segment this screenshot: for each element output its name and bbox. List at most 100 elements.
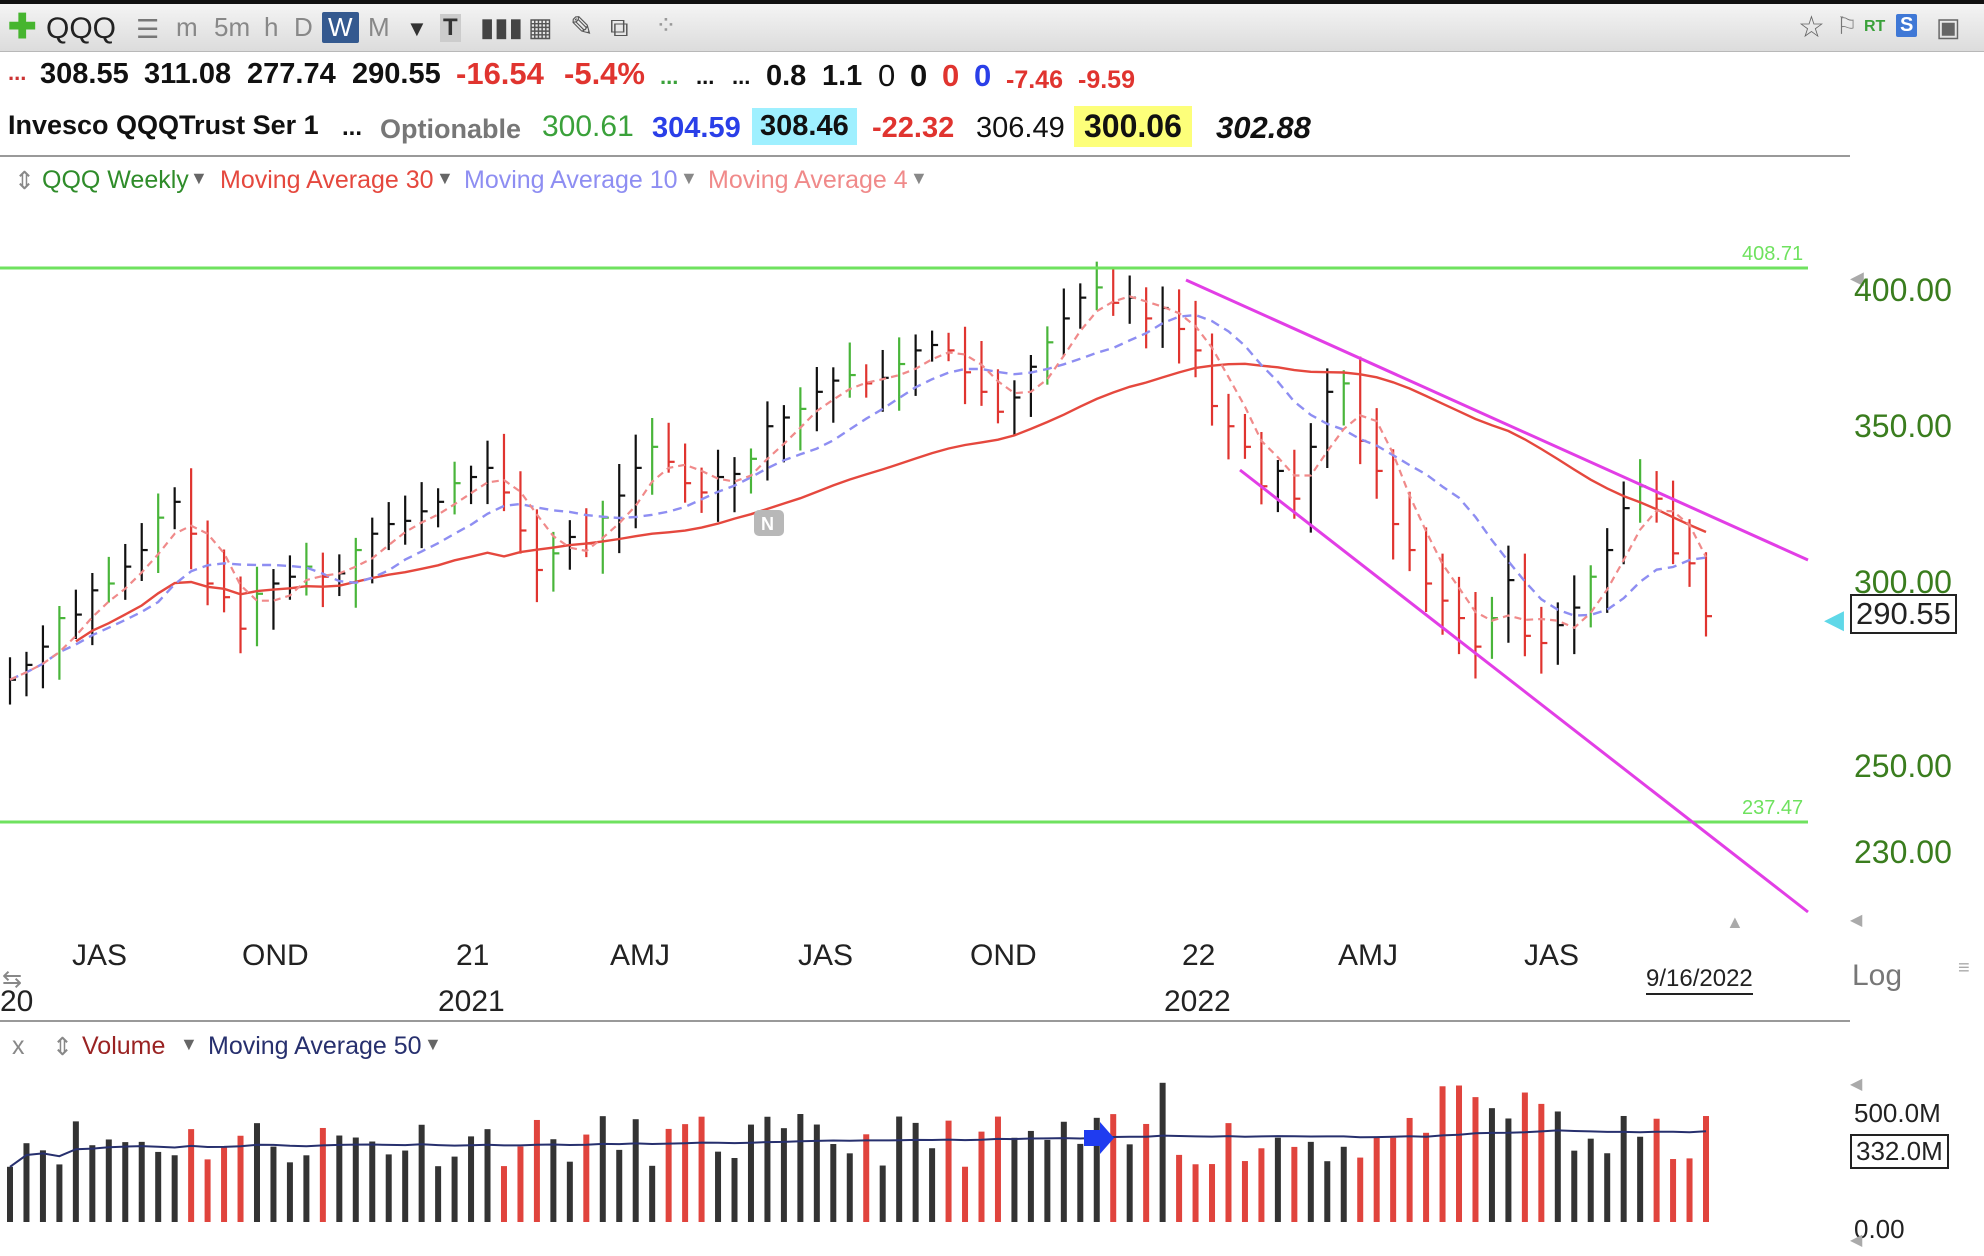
price-bar [354, 537, 362, 608]
price-bar [1359, 356, 1367, 465]
volume-bar [1159, 1082, 1166, 1222]
flag-icon[interactable]: ⚐ [1836, 13, 1858, 40]
price-bar [1046, 326, 1054, 385]
volume-bar [863, 1134, 870, 1222]
price-bar [1540, 606, 1548, 674]
volume-bar [616, 1149, 623, 1222]
price-label-400: 400.00 [1854, 272, 1952, 308]
volume-current-label: 332.0M [1850, 1134, 1949, 1169]
ma30-line [75, 362, 1707, 643]
quote-row-1: ... 308.55 311.08 277.74 290.55 -16.54 -… [0, 56, 1984, 100]
price-bar [634, 434, 642, 529]
price-chart[interactable]: 408.71 237.47 N ▲ [0, 200, 1850, 940]
volume-chart[interactable] [0, 1060, 1850, 1256]
draw-pencil-icon[interactable]: ✎ [570, 11, 594, 42]
volume-bar [962, 1166, 969, 1222]
settings-grid-icon[interactable]: ▦ [528, 12, 553, 42]
legend-ma4[interactable]: Moving Average 4 [708, 166, 908, 194]
price-bar [832, 367, 840, 423]
volume-bar [533, 1119, 540, 1222]
volume-bar [1044, 1139, 1051, 1222]
legend-ma30[interactable]: Moving Average 30 [220, 166, 434, 194]
volume-bar [715, 1151, 722, 1222]
price-bar [1013, 380, 1021, 435]
list-icon[interactable]: ☰ [136, 14, 160, 44]
scroll-back-icon[interactable]: ⇆ [2, 966, 23, 993]
volume-drag-handle-icon[interactable]: ⇕ [52, 1033, 73, 1061]
quote-low: 277.74 [247, 58, 336, 90]
save-icon[interactable]: ▣ [1936, 12, 1961, 42]
interval-dropdown-icon[interactable]: ▼ [406, 16, 428, 41]
volume-bar [1406, 1117, 1413, 1222]
legend-series[interactable]: QQQ Weekly [42, 166, 189, 194]
price-bar [1441, 553, 1449, 635]
price-bar [667, 422, 675, 473]
interval-w[interactable]: W [322, 12, 359, 43]
volume-legend-ma[interactable]: Moving Average 50 [208, 1032, 422, 1060]
price-bar [1622, 481, 1630, 565]
price-bar [898, 337, 906, 411]
axis-scroll-icon[interactable]: ◀ [1850, 912, 1863, 929]
interval-m[interactable]: m [176, 12, 198, 42]
realtime-toggle[interactable]: RT [1864, 18, 1886, 35]
price-bar [206, 520, 214, 606]
stream-toggle[interactable]: S [1896, 14, 1918, 37]
volume-bar [1093, 1117, 1100, 1222]
volume-bar [929, 1148, 936, 1222]
volume-ma-dropdown-icon[interactable]: ▼ [424, 1034, 442, 1054]
price-bar [700, 467, 708, 513]
volume-close-button[interactable]: x [12, 1032, 25, 1060]
share-icon[interactable]: ⁘ [655, 10, 677, 40]
price-bar [404, 495, 412, 545]
interval-d[interactable]: D [294, 12, 313, 42]
volume-bar [155, 1151, 162, 1222]
legend-ma10[interactable]: Moving Average 10 [464, 166, 678, 194]
volume-bar [270, 1146, 277, 1222]
add-symbol-icon[interactable]: ✚ [8, 8, 37, 46]
volume-legend-series[interactable]: Volume [82, 1032, 166, 1060]
chart-type-icon[interactable]: T [440, 14, 461, 42]
interval-5m[interactable]: 5m [214, 12, 251, 42]
quote-dots-3: ... [696, 64, 715, 89]
volume-bar [1209, 1164, 1216, 1222]
price-bar [1029, 355, 1037, 417]
interval-m-monthly[interactable]: M [368, 12, 390, 42]
volume-bar [1456, 1085, 1463, 1222]
volume-bar [23, 1143, 30, 1222]
volume-bar [945, 1120, 952, 1222]
volume-label-zero: 0.00 [1854, 1214, 1905, 1244]
symbol-field[interactable]: QQQ [46, 12, 117, 45]
volume-dropdown-icon[interactable]: ▼ [180, 1034, 198, 1054]
price-bar [1424, 527, 1433, 613]
volume-bar [1423, 1132, 1430, 1222]
favorite-star-icon[interactable]: ☆ [1798, 11, 1825, 44]
export-icon[interactable]: ⧉ [610, 12, 629, 42]
date-q-amj-2022: AMJ [1338, 939, 1398, 972]
volume-bar [566, 1161, 573, 1222]
volume-bar [435, 1166, 442, 1222]
legend-drag-handle-icon[interactable]: ⇕ [14, 167, 35, 195]
price-bar [1112, 267, 1120, 316]
legend-series-dropdown-icon[interactable]: ▼ [190, 168, 208, 188]
date-year-2021: 2021 [438, 985, 505, 1018]
price-bar [1606, 528, 1614, 613]
scroll-up-icon[interactable]: ▲ [1726, 912, 1744, 932]
price-bar [651, 417, 659, 495]
axis-menu-icon[interactable]: ≡ [1958, 957, 1970, 979]
quote-p5: 306.49 [976, 112, 1065, 144]
price-bar [1639, 459, 1647, 523]
date-q-22: 22 [1182, 939, 1216, 972]
price-bar [766, 401, 774, 481]
volume-bar [500, 1166, 507, 1222]
bar-chart-icon[interactable]: ▮▮▮ [480, 12, 523, 42]
legend-ma30-dropdown-icon[interactable]: ▼ [436, 168, 454, 188]
log-scale-toggle[interactable]: Log [1852, 959, 1903, 992]
earnings-marker-badge[interactable] [754, 510, 784, 536]
volume-bar [1554, 1111, 1561, 1222]
volume-bar [105, 1139, 112, 1222]
legend-ma10-dropdown-icon[interactable]: ▼ [680, 168, 698, 188]
volume-bar [286, 1162, 293, 1222]
quote-dots-4: ... [732, 64, 751, 89]
legend-ma4-dropdown-icon[interactable]: ▼ [910, 168, 928, 188]
interval-h[interactable]: h [264, 12, 279, 42]
